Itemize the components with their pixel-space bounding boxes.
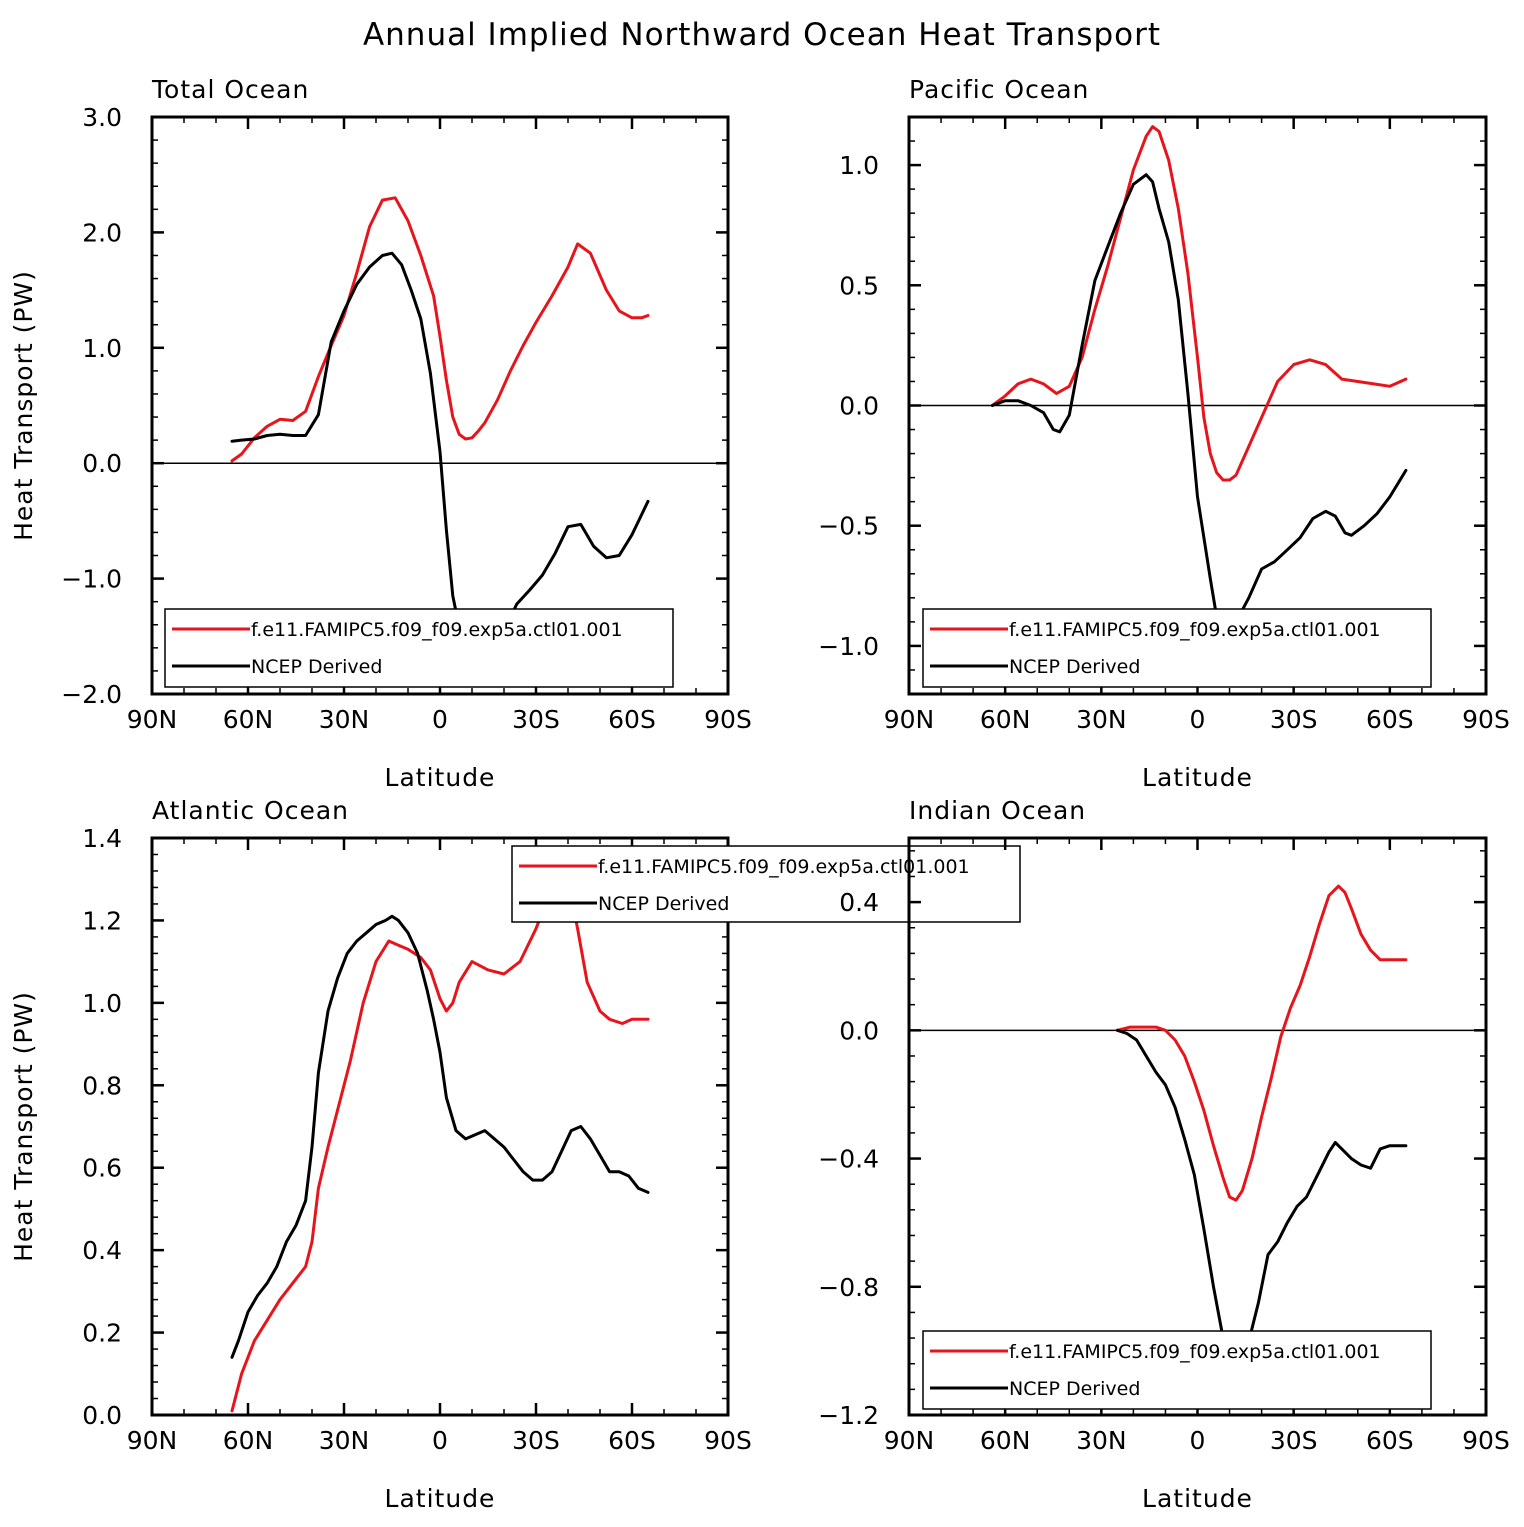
plot-frame	[150, 836, 730, 1417]
x-tick-label: 90N	[127, 1426, 178, 1455]
x-tick-label: 0	[1190, 1426, 1206, 1455]
legend-box	[922, 1330, 1432, 1410]
x-tick-label: 90S	[704, 705, 752, 734]
y-tick-label: −1.0	[818, 632, 879, 661]
legend-model-label: f.e11.FAMIPC5.f09_f09.exp5a.ctl01.001	[598, 856, 970, 878]
y-tick-label: 0.0	[82, 1401, 122, 1430]
x-tick-label: 60S	[1366, 1426, 1414, 1455]
panel-total-ocean: Total Ocean 90N 60N 30N 0 30S 60S 90S −2.0 −1.0 0.…	[9, 75, 752, 792]
x-axis-label: Latitude	[385, 763, 496, 792]
y-tick-label: 1.0	[839, 151, 879, 180]
x-axis-label: Latitude	[1142, 1484, 1253, 1513]
y-tick-label: 2.0	[82, 218, 122, 247]
x-tick-label: 30S	[1270, 1426, 1318, 1455]
x-tick-label: 30N	[319, 1426, 370, 1455]
x-tick-label: 90N	[127, 705, 178, 734]
x-tick-label: 30S	[1270, 705, 1318, 734]
y-tick-label: 0.0	[839, 1016, 879, 1045]
legend-ncep-label: NCEP Derived	[598, 893, 729, 915]
x-tick-label: 60S	[608, 1426, 656, 1455]
y-tick-label: 0.4	[839, 888, 879, 917]
x-tick-label: 90S	[1462, 1426, 1510, 1455]
y-tick-label: 3.0	[82, 103, 122, 132]
series-ncep-line	[230, 251, 650, 657]
x-tick-label: 30S	[512, 705, 560, 734]
legend-ncep-label: NCEP Derived	[1009, 1378, 1140, 1400]
x-tick-label: 0	[432, 705, 448, 734]
y-tick-label: 0.4	[82, 1236, 122, 1265]
y-tick-label: −1.0	[61, 565, 122, 594]
panel-title: Atlantic Ocean	[152, 796, 349, 825]
y-tick-label: 0.5	[839, 271, 879, 300]
panel-indian-ocean: Indian Ocean 90N 60N 30N 0 30S 60S 90S −1.2 −0.8 −…	[818, 796, 1510, 1513]
y-tick-label: 0.6	[82, 1154, 122, 1183]
y-axis-label: Heat Transport (PW)	[9, 991, 38, 1262]
panel-title: Indian Ocean	[909, 796, 1086, 825]
x-axis-label: Latitude	[385, 1484, 496, 1513]
legend-ncep-label: NCEP Derived	[1009, 656, 1140, 678]
y-tick-label: 0.0	[839, 392, 879, 421]
x-tick-label: 30N	[319, 705, 370, 734]
x-tick-label: 60N	[980, 705, 1031, 734]
y-tick-label: 0.2	[82, 1319, 122, 1348]
x-tick-label: 60N	[980, 1426, 1031, 1455]
legend-model-label: f.e11.FAMIPC5.f09_f09.exp5a.ctl01.001	[1009, 619, 1381, 641]
y-tick-label: −1.2	[818, 1401, 879, 1430]
y-tick-label: −0.5	[818, 512, 879, 541]
y-tick-label: 1.0	[82, 989, 122, 1018]
legend-ncep-label: NCEP Derived	[251, 656, 382, 678]
series-model-line	[990, 125, 1408, 482]
plot-frame	[907, 115, 1488, 696]
panel-title: Total Ocean	[151, 75, 309, 104]
legend-box	[511, 845, 1021, 923]
x-tick-label: 60S	[608, 705, 656, 734]
legend-box	[164, 608, 674, 688]
legend-model-label: f.e11.FAMIPC5.f09_f09.exp5a.ctl01.001	[1009, 1341, 1381, 1363]
y-tick-label: −0.8	[818, 1273, 879, 1302]
x-tick-label: 30S	[512, 1426, 560, 1455]
figure-title: Annual Implied Northward Ocean Heat Tran…	[363, 17, 1161, 53]
legend: f.e11.FAMIPC5.f09_f09.exp5a.ctl01.001 NCE…	[164, 608, 674, 688]
x-tick-label: 60N	[223, 1426, 274, 1455]
x-axis-label: Latitude	[1142, 763, 1253, 792]
y-tick-label: 0.8	[82, 1071, 122, 1100]
x-tick-label: 0	[1190, 705, 1206, 734]
series-model-line	[230, 196, 650, 463]
y-tick-label: −0.4	[818, 1145, 879, 1174]
legend: f.e11.FAMIPC5.f09_f09.exp5a.ctl01.001 NCE…	[922, 1330, 1432, 1410]
y-tick-label: 1.4	[82, 824, 122, 853]
x-tick-label: 60N	[223, 705, 274, 734]
panel-atlantic-ocean: Atlantic Ocean 90N 60N 30N 0 30S 60S 90S 0.0 0.2 0…	[9, 796, 1021, 1513]
x-tick-label: 90N	[884, 705, 935, 734]
panel-pacific-ocean: Pacific Ocean 90N 60N 30N 0 30S 60S 90S −1.0 −0.5…	[818, 75, 1510, 792]
y-tick-label: 1.2	[82, 906, 122, 935]
series-model-line	[230, 873, 650, 1413]
legend: f.e11.FAMIPC5.f09_f09.exp5a.ctl01.001 NCE…	[922, 608, 1432, 688]
series-ncep-line	[230, 914, 650, 1359]
x-tick-label: 90N	[884, 1426, 935, 1455]
legend-box	[922, 608, 1432, 688]
y-tick-label: 0.0	[82, 449, 122, 478]
x-tick-label: 60S	[1366, 705, 1414, 734]
x-tick-label: 0	[432, 1426, 448, 1455]
legend-model-label: f.e11.FAMIPC5.f09_f09.exp5a.ctl01.001	[251, 619, 623, 641]
y-tick-label: −2.0	[61, 680, 122, 709]
series-ncep-line	[1115, 1028, 1408, 1369]
y-tick-label: 1.0	[82, 334, 122, 363]
x-tick-label: 90S	[704, 1426, 752, 1455]
x-tick-label: 30N	[1076, 1426, 1127, 1455]
y-axis-label: Heat Transport (PW)	[9, 270, 38, 541]
plot-frame	[150, 115, 730, 696]
panel-title: Pacific Ocean	[909, 75, 1089, 104]
plot-frame	[907, 836, 1488, 1417]
series-ncep-line	[990, 173, 1408, 631]
series-model-line	[1115, 884, 1408, 1202]
legend: f.e11.FAMIPC5.f09_f09.exp5a.ctl01.001 NCE…	[511, 845, 1021, 923]
x-tick-label: 30N	[1076, 705, 1127, 734]
x-tick-label: 90S	[1462, 705, 1510, 734]
